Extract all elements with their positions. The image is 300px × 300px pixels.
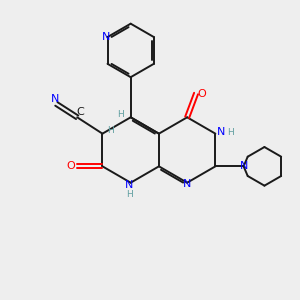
Text: H: H — [126, 190, 133, 199]
Text: C: C — [76, 107, 84, 117]
Text: N: N — [183, 179, 191, 189]
Text: H: H — [117, 110, 124, 119]
Text: N: N — [51, 94, 59, 103]
Text: H: H — [227, 128, 234, 137]
Text: O: O — [197, 88, 206, 98]
Text: N: N — [217, 127, 225, 137]
Text: N: N — [240, 161, 248, 171]
Text: N: N — [102, 32, 110, 42]
Text: H: H — [107, 126, 114, 135]
Text: O: O — [66, 161, 75, 171]
Text: N: N — [125, 180, 134, 190]
